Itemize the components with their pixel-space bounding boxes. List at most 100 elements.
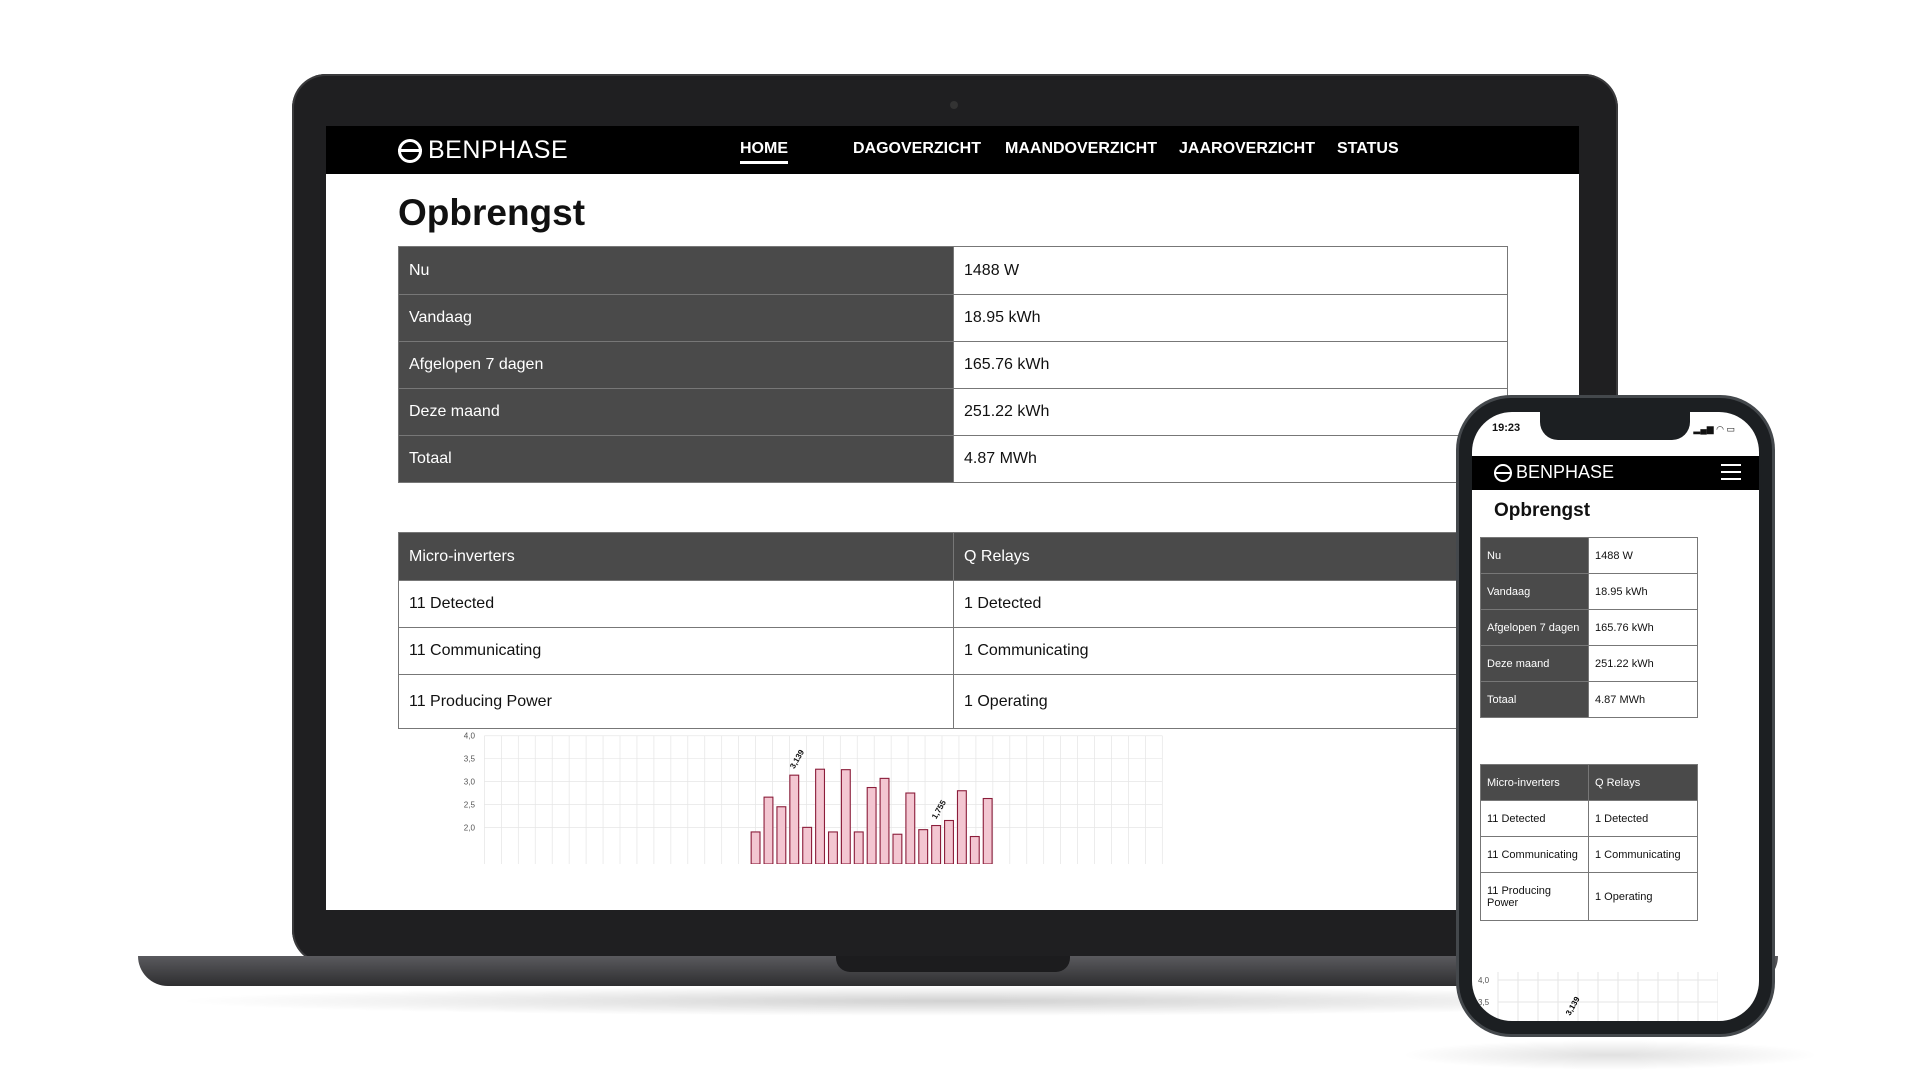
chart-bar[interactable] [879,777,890,864]
phone-screen: 19:23 ▂▄▆ ◠ ▭ BENPHASE Opbrengst Nu 1488 … [1472,412,1759,1021]
laptop-camera [950,101,958,109]
row-label: Afgelopen 7 dagen [1480,609,1589,646]
chart-bar[interactable] [802,826,813,864]
chart-bar[interactable] [892,833,903,864]
row-value: 18.95 kWh [953,294,1508,342]
chart-bar[interactable] [944,819,954,865]
chart-bar[interactable] [776,806,787,864]
row-label: Afgelopen 7 dagen [398,341,954,389]
chart-bar[interactable] [918,829,929,864]
row-label: Totaal [1480,681,1589,718]
table-row: 11 Producing Power 1 Operating [398,674,1508,729]
row-value: 4.87 MWh [953,435,1508,483]
phone-notch [1540,412,1690,440]
bar-value-label: 3,139 [1564,995,1582,1017]
row-value: 4.87 MWh [1588,681,1698,718]
row-label: Totaal [398,435,954,483]
table-header-row: Micro-inverters Q Relays [1480,764,1698,801]
brand-name: BENPHASE [428,136,569,164]
benphase-logo-icon [398,138,422,163]
table-cell: 1 Operating [1588,872,1698,921]
y-tick-label: 4,0 [1478,976,1490,985]
table-row: 11 Communicating 1 Communicating [398,627,1508,675]
chart-bar[interactable] [853,831,864,864]
page-title: Opbrengst [398,192,586,233]
nav-maandoverzicht[interactable]: MAANDOVERZICHT [1005,140,1157,157]
table-row: Afgelopen 7 dagen 165.76 kWh [1480,609,1698,646]
nav-status[interactable]: STATUS [1337,140,1399,157]
yield-chart-mobile: 4,0 3,5 3,139 [1478,972,1718,1021]
table-cell: 11 Communicating [398,627,954,675]
table-row: 11 Communicating 1 Communicating [1480,836,1698,873]
table-cell: 11 Producing Power [1480,872,1589,921]
chart-bar[interactable] [763,796,774,864]
row-value: 251.22 kWh [1588,645,1698,682]
table-cell: 11 Communicating [1480,836,1589,873]
chart-bar[interactable] [815,768,826,864]
y-tick-label: 3,0 [464,778,476,787]
table-row: Nu 1488 W [1480,537,1698,574]
chart-bar[interactable] [956,790,967,864]
table-cell: 1 Communicating [1588,836,1698,873]
chart-bar[interactable] [905,792,916,864]
status-bar-icons: ▂▄▆ ◠ ▭ [1693,424,1735,434]
table-header-row: Micro-inverters Q Relays [398,532,1508,581]
table-row: Vandaag 18.95 kWh [1480,573,1698,610]
row-label: Deze maand [398,388,954,436]
chart-bar[interactable] [789,774,800,864]
row-value: 165.76 kWh [953,341,1508,389]
table-row: Vandaag 18.95 kWh [398,294,1508,342]
row-value: 1488 W [1588,537,1698,574]
hamburger-menu-icon[interactable] [1721,464,1741,480]
chart-bar[interactable] [866,786,877,864]
page-title: Opbrengst [1494,500,1591,521]
y-tick-label: 3,5 [1478,998,1490,1007]
nav-jaaroverzicht[interactable]: JAAROVERZICHT [1179,140,1316,157]
phone-navigation: BENPHASE [1472,456,1759,490]
top-navigation: BENPHASE HOME DAGOVERZICHT MAANDOVERZICH… [326,126,1579,174]
row-value: 18.95 kWh [1588,573,1698,610]
devices-table: Micro-inverters Q Relays 11 Detected 1 Det… [1480,764,1698,921]
laptop-hinge-notch [836,956,1070,972]
brand-logo[interactable]: BENPHASE [1494,462,1614,483]
benphase-logo-icon [1494,463,1512,482]
column-header-q-relays: Q Relays [1588,764,1698,801]
y-tick-label: 2,5 [464,800,476,809]
nav-home[interactable]: HOME [740,140,788,164]
bar-value-label: 1,755 [930,798,948,820]
row-label: Nu [1480,537,1589,574]
y-tick-label: 3,5 [464,755,476,764]
row-value: 165.76 kWh [1588,609,1698,646]
chart-bar[interactable] [982,797,993,864]
table-row: Totaal 4.87 MWh [1480,681,1698,718]
production-table: Nu 1488 W Vandaag 18.95 kWh Afgelopen 7 da… [1480,537,1698,718]
nav-dagoverzicht[interactable]: DAGOVERZICHT [853,140,981,157]
y-tick-label: 4,0 [464,732,476,741]
table-row: 11 Detected 1 Detected [1480,800,1698,837]
table-cell: 11 Producing Power [398,674,954,729]
chart-bar[interactable] [827,831,838,864]
table-row: Nu 1488 W [398,246,1508,295]
table-cell: 11 Detected [1480,800,1589,837]
column-header-micro-inverters: Micro-inverters [1480,764,1589,801]
row-label: Nu [398,246,954,295]
chart-bar[interactable] [931,824,942,864]
row-label: Vandaag [1480,573,1589,610]
chart-bar[interactable] [750,831,761,864]
row-label: Vandaag [398,294,954,342]
table-row: Afgelopen 7 dagen 165.76 kWh [398,341,1508,389]
table-cell: 11 Detected [398,580,954,628]
brand-name: BENPHASE [1516,462,1615,482]
column-header-micro-inverters: Micro-inverters [398,532,954,581]
brand-logo[interactable]: BENPHASE [398,136,568,165]
status-bar-time: 19:23 [1492,422,1521,434]
chart-bar[interactable] [840,769,851,864]
table-row: 11 Producing Power 1 Operating [1480,872,1698,921]
table-cell: 1 Detected [1588,800,1698,837]
table-row: Totaal 4.87 MWh [398,435,1508,483]
table-cell: 1 Detected [953,580,1508,628]
chart-bar[interactable] [969,835,980,864]
production-table: Nu 1488 W Vandaag 18.95 kWh Afgelopen 7 … [398,246,1508,483]
table-cell: 1 Communicating [953,627,1508,675]
